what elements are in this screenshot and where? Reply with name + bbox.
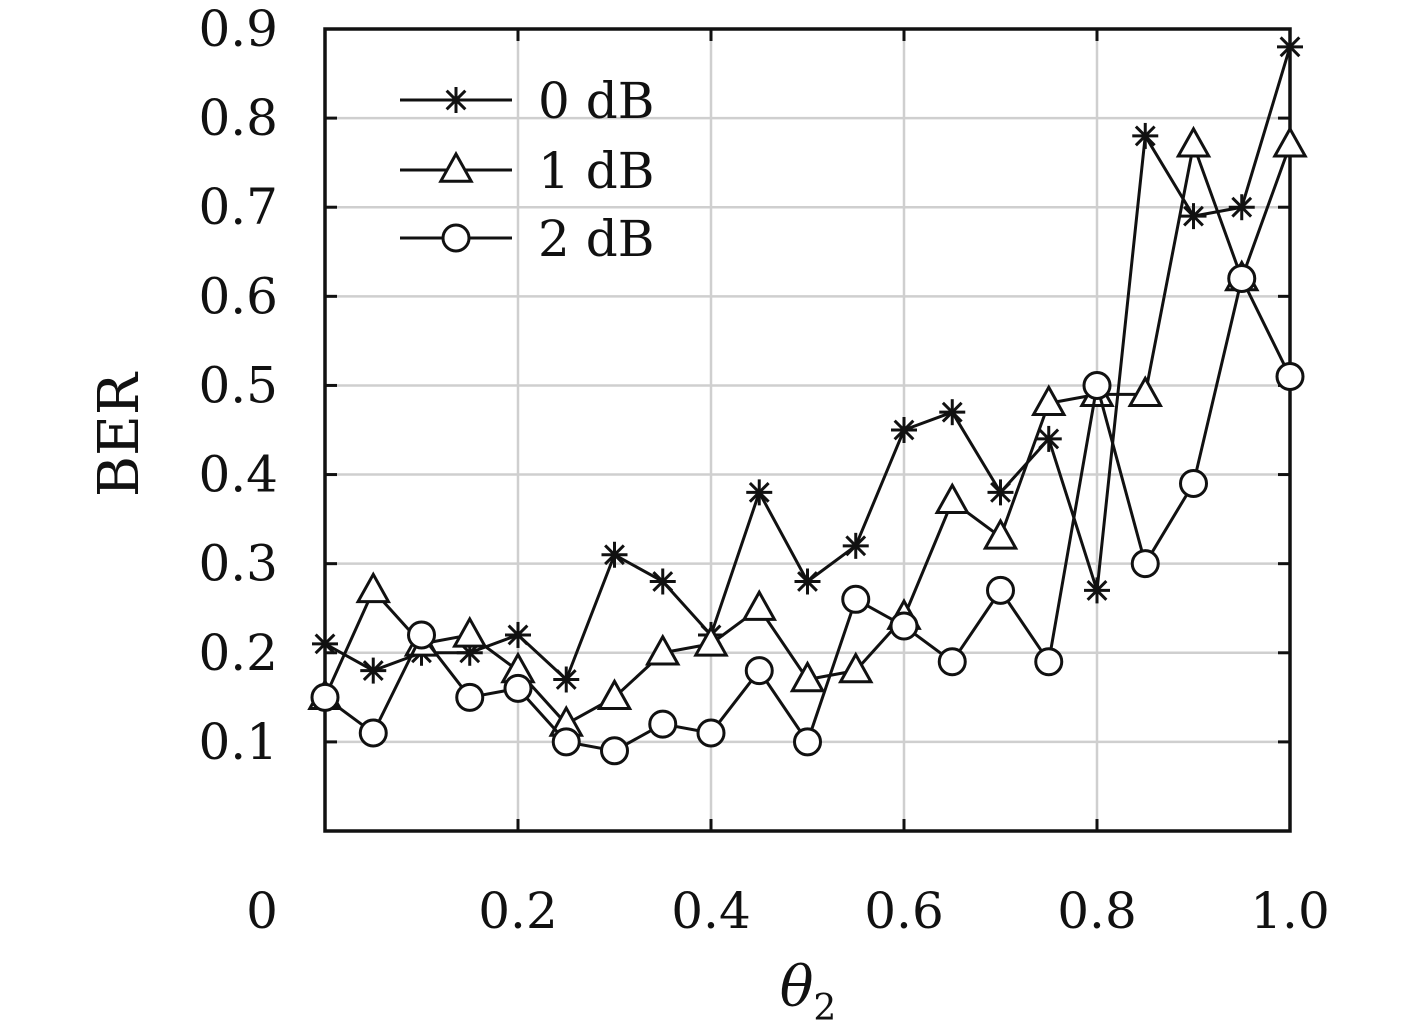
data-point-triangle <box>1272 125 1308 158</box>
data-point-circle <box>793 727 822 757</box>
legend-label: 0 dB <box>538 72 654 130</box>
data-point-asterisk <box>1132 122 1159 149</box>
legend-entry: 1 dB <box>400 142 654 200</box>
legend-label: 1 dB <box>538 142 654 200</box>
data-point-asterisk <box>891 417 917 443</box>
data-point-asterisk <box>360 657 387 684</box>
data-point-asterisk <box>649 568 676 595</box>
x-tick-label: 0.4 <box>671 882 751 940</box>
data-point-triangle <box>596 678 633 711</box>
y-tick-label: 0.2 <box>198 624 278 682</box>
data-point-circle <box>358 718 388 748</box>
data-point-triangle <box>934 482 971 514</box>
x-axis-label: θ2 <box>780 955 837 1029</box>
data-point-asterisk <box>987 479 1014 506</box>
data-point-asterisk <box>1084 577 1110 604</box>
data-point-asterisk <box>1277 33 1303 60</box>
data-point-asterisk <box>312 630 338 657</box>
data-point-asterisk <box>794 568 821 595</box>
legend: 0 dB 1 dB 2 dB <box>400 72 654 268</box>
data-point-asterisk <box>1035 425 1062 452</box>
legend-entry: 2 dB <box>400 210 654 268</box>
legend-marker-circle <box>441 223 471 253</box>
data-point-circle <box>503 673 533 703</box>
data-point-triangle <box>693 624 729 657</box>
plot-frame <box>323 27 1292 833</box>
data-point-triangle <box>644 633 681 666</box>
data-point-triangle <box>451 615 488 648</box>
x-axis-label-symbol: θ <box>780 955 814 1020</box>
data-point-circle <box>600 736 629 766</box>
data-point-triangle <box>741 589 778 621</box>
series-triangle <box>307 125 1308 737</box>
legend-marker-asterisk <box>443 87 469 113</box>
legend-label: 2 dB <box>538 210 654 268</box>
data-point-circle <box>455 682 485 712</box>
data-point-triangle <box>1030 384 1067 416</box>
y-tick-label: 0.8 <box>198 89 278 147</box>
y-tick-label: 0.5 <box>198 356 278 414</box>
tick-marks <box>325 27 1292 831</box>
data-point-asterisk <box>842 532 869 559</box>
y-tick-label: 0.1 <box>198 713 278 771</box>
data-point-circle <box>1130 549 1160 579</box>
data-point-asterisk <box>939 399 966 426</box>
x-tick-label: 0.8 <box>1057 882 1137 940</box>
y-axis-label: BER <box>87 371 152 497</box>
data-point-circle <box>648 709 678 739</box>
y-tick-label: 0.6 <box>198 267 278 325</box>
data-point-asterisk <box>1228 194 1255 221</box>
data-point-circle <box>744 656 774 686</box>
x-tick-label: 0.6 <box>864 882 944 940</box>
data-point-circle <box>1227 264 1257 294</box>
data-point-asterisk <box>601 541 628 568</box>
data-point-asterisk <box>746 479 773 506</box>
y-tick-label: 0.9 <box>198 0 278 58</box>
y-tick-label: 0.4 <box>198 446 278 504</box>
data-point-circle <box>841 584 871 614</box>
series-layer <box>307 33 1308 766</box>
data-point-circle <box>1275 362 1305 392</box>
x-tick-label: 1.0 <box>1250 882 1330 940</box>
data-point-circle <box>1082 370 1112 400</box>
data-point-circle <box>1179 468 1208 498</box>
data-point-triangle <box>1127 375 1164 408</box>
x-axis-label-subscript: 2 <box>813 988 836 1029</box>
legend-marker-triangle <box>438 150 474 183</box>
data-point-circle <box>551 727 581 757</box>
series-asterisk <box>312 33 1303 693</box>
data-point-circle <box>1034 647 1064 677</box>
x-tick-label: 0.2 <box>478 882 558 940</box>
data-point-triangle <box>982 517 1019 550</box>
data-point-circle <box>986 575 1015 605</box>
data-point-circle <box>696 718 726 748</box>
data-point-circle <box>310 682 340 712</box>
y-tick-label: 0.3 <box>198 535 278 593</box>
series-circle <box>310 264 1305 766</box>
y-tick-label: 0.7 <box>198 178 278 236</box>
data-point-triangle <box>789 660 826 693</box>
data-point-triangle <box>355 571 392 604</box>
data-point-triangle <box>1175 125 1212 158</box>
data-point-circle <box>889 611 919 641</box>
legend-entry: 0 dB <box>400 72 654 130</box>
data-point-asterisk <box>1180 203 1207 230</box>
data-point-asterisk <box>553 666 580 693</box>
x-tick-label: 0 <box>246 882 278 940</box>
data-point-circle <box>407 620 436 650</box>
x-tick-labels: 0 0.2 0.4 0.6 0.8 1.0 <box>246 882 1330 940</box>
y-tick-labels: 0.1 0.2 0.3 0.4 0.5 0.6 0.7 0.8 0.9 <box>198 0 278 771</box>
data-point-triangle <box>837 651 874 684</box>
data-point-circle <box>937 647 967 677</box>
data-point-asterisk <box>505 621 531 648</box>
